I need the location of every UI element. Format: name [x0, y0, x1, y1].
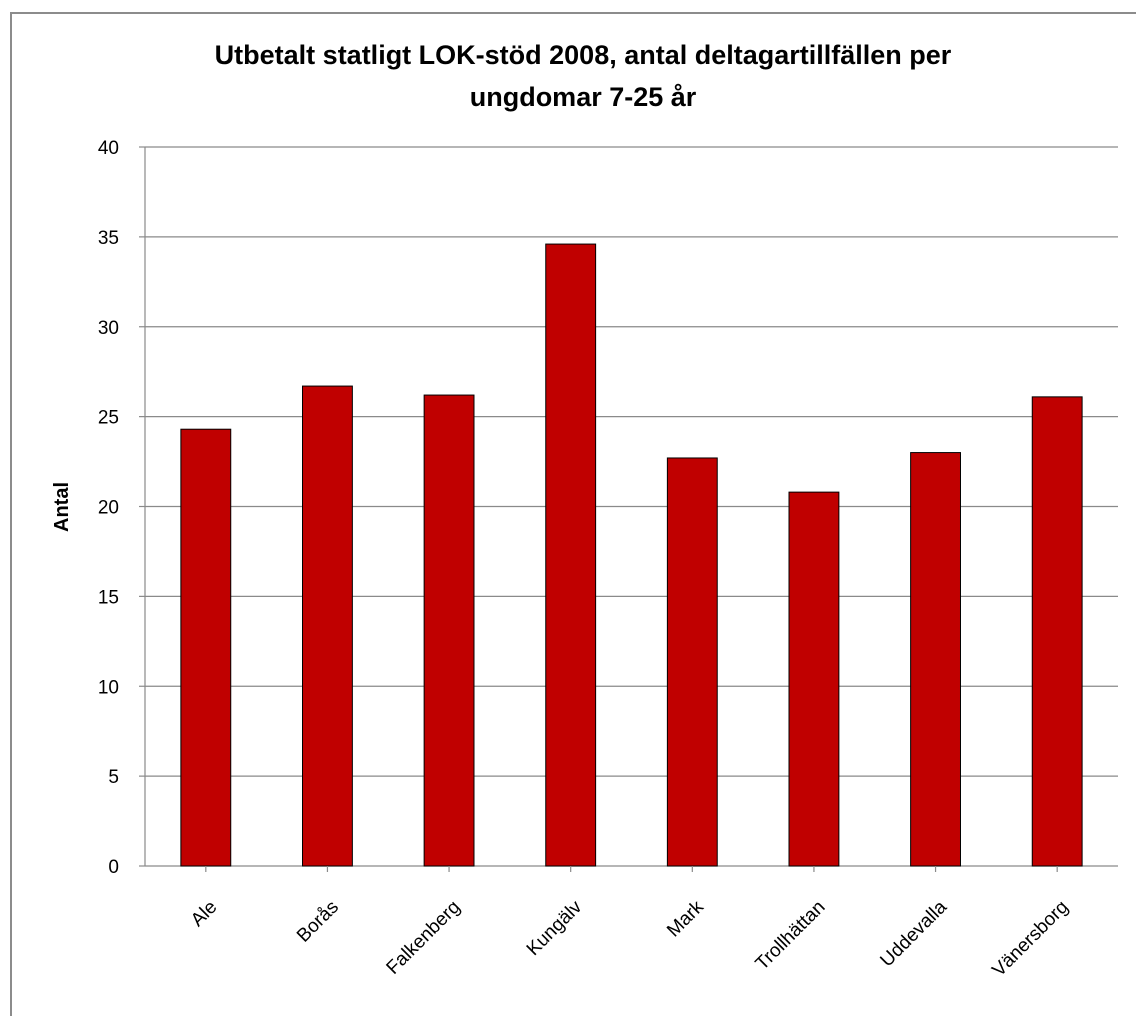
- bar-trollhättan: [788, 491, 840, 867]
- y-axis-title: Antal: [51, 482, 73, 532]
- x-axis-labels: Ale Borås Falkenberg Kungälv Mark Trollhättan…: [187, 866, 1073, 981]
- chart-title-line-1: Utbetalt statligt LOK-stöd 2008, antal d…: [215, 40, 952, 70]
- x-tick-label: Falkenberg: [383, 897, 465, 979]
- bar-ale: [180, 428, 232, 867]
- x-tick-label: Kungälv: [523, 896, 587, 960]
- bar-mark: [666, 457, 718, 867]
- bar-borås: [302, 385, 353, 867]
- x-tick-label: Borås: [293, 897, 343, 947]
- y-tick-label: 5: [108, 767, 119, 788]
- y-tick-label: 0: [108, 857, 119, 878]
- y-tick-label: 10: [98, 677, 119, 698]
- bar-vänersborg: [1031, 396, 1083, 867]
- chart-frame: [10, 12, 1136, 1016]
- y-tick-label: 30: [98, 318, 119, 339]
- gridlines: [145, 146, 1118, 777]
- x-tick-label: Uddevalla: [876, 896, 951, 971]
- x-tick-label: Trollhättan: [752, 897, 830, 975]
- x-tick-label: Vänersborg: [988, 897, 1072, 981]
- bars: [180, 243, 1083, 867]
- y-tick-label: 15: [98, 587, 119, 608]
- x-tick-label: Ale: [187, 897, 221, 931]
- bar-falkenberg: [423, 394, 475, 867]
- y-axis-ticks: 0 5 10 15 20 25 30 35 40: [98, 138, 1118, 878]
- bar-kungälv: [545, 243, 597, 867]
- y-tick-label: 40: [98, 138, 119, 159]
- chart-title-line-2: ungdomar 7-25 år: [470, 82, 697, 112]
- x-tick-label: Mark: [663, 896, 708, 941]
- y-tick-label: 20: [98, 498, 119, 519]
- y-tick-label: 35: [98, 228, 119, 249]
- y-tick-label: 25: [98, 408, 119, 429]
- bar-uddevalla: [910, 452, 961, 867]
